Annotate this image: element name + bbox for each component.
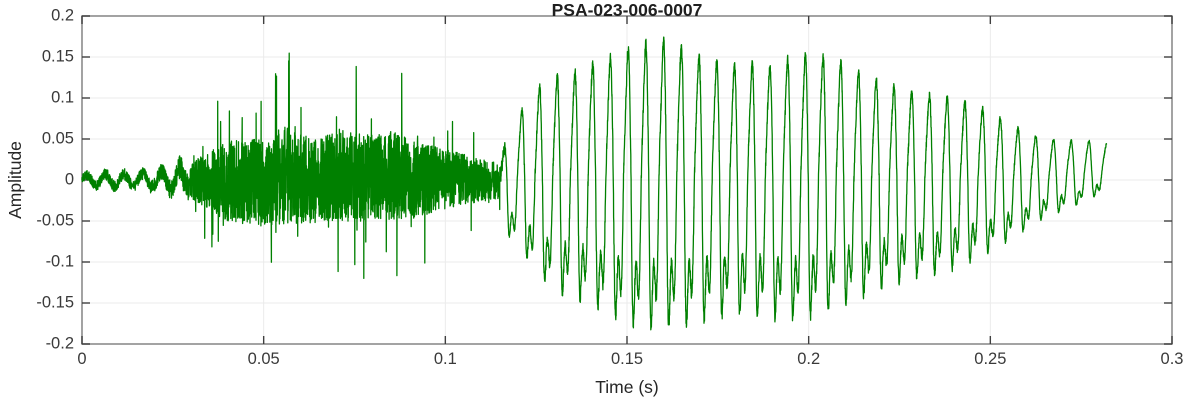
y-tick-label: 0.2 bbox=[51, 6, 74, 25]
y-tick-label: 0.05 bbox=[41, 129, 74, 148]
y-tick-label: 0.15 bbox=[41, 47, 74, 66]
x-tick-label: 0.1 bbox=[433, 350, 457, 368]
x-tick-label: 0.2 bbox=[797, 350, 821, 368]
x-axis-label: Time (s) bbox=[595, 377, 659, 397]
x-tick-label: 0.3 bbox=[1160, 350, 1184, 368]
x-tick-label: 0.05 bbox=[247, 350, 280, 368]
y-tick-label: -0.1 bbox=[45, 252, 74, 271]
chart-title: PSA-023-006-0007 bbox=[551, 0, 703, 20]
y-tick-label: -0.05 bbox=[36, 211, 74, 230]
x-tick-label: 0.25 bbox=[974, 350, 1007, 368]
waveform-line bbox=[81, 36, 1108, 331]
y-tick-label: 0.1 bbox=[51, 88, 74, 107]
y-tick-label: -0.15 bbox=[36, 293, 74, 312]
x-tick-label: 0.15 bbox=[610, 350, 644, 368]
x-tick-label: 0 bbox=[77, 350, 87, 368]
y-tick-label: -0.2 bbox=[45, 334, 74, 353]
y-tick-label: 0 bbox=[64, 170, 74, 189]
